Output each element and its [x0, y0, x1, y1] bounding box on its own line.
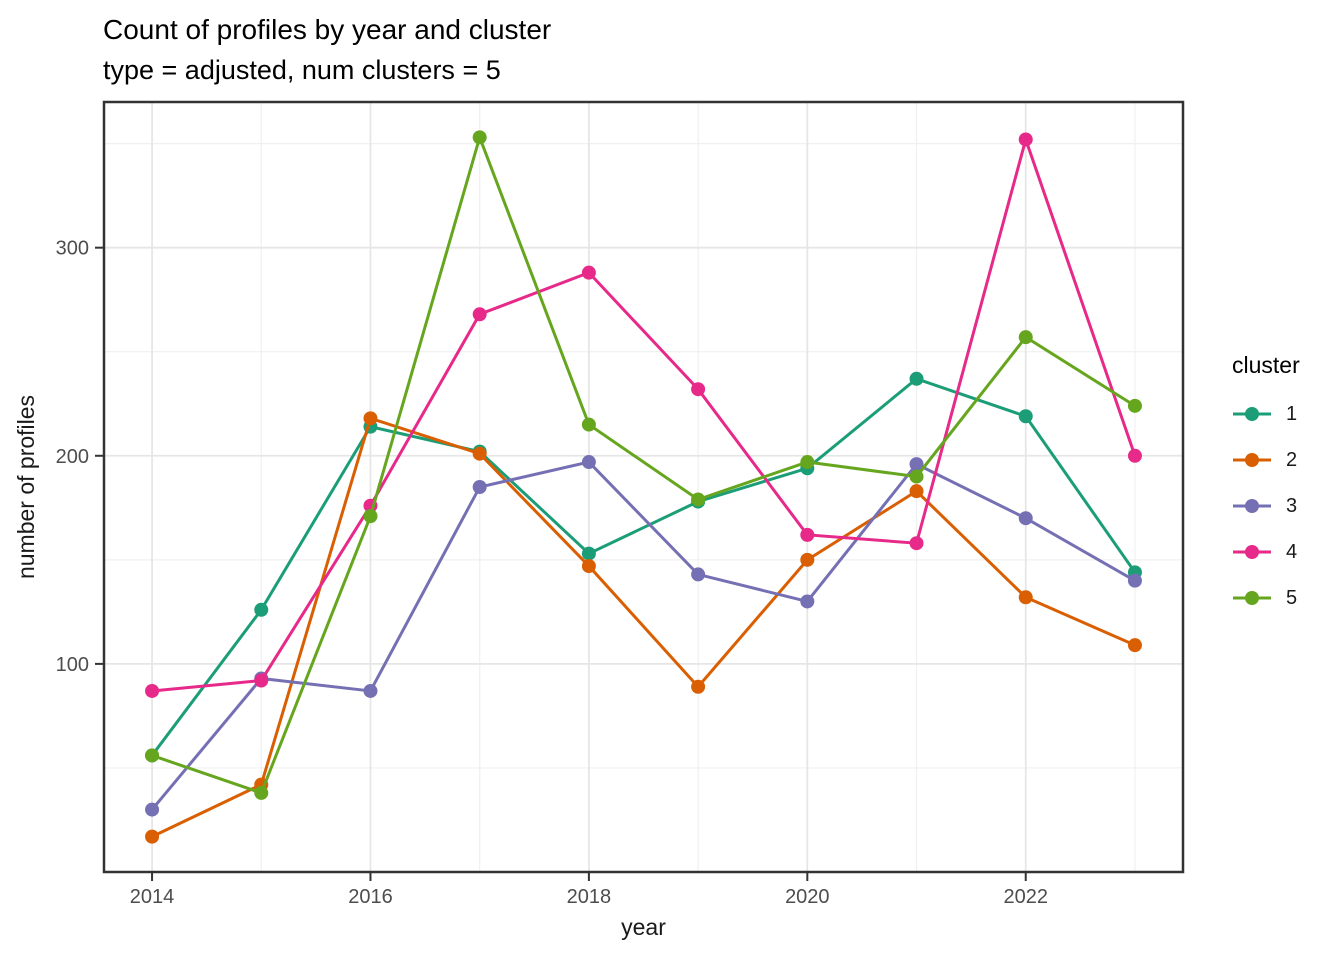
data-point-cluster-4 — [472, 307, 487, 322]
data-point-cluster-1 — [909, 371, 924, 386]
data-point-cluster-1 — [1018, 409, 1033, 424]
data-point-cluster-5 — [472, 130, 487, 145]
legend-item-label: 3 — [1286, 494, 1298, 517]
data-point-cluster-5 — [691, 492, 706, 507]
data-point-cluster-2 — [363, 411, 378, 426]
data-point-cluster-4 — [581, 265, 596, 280]
x-axis-title: year — [621, 914, 666, 940]
legend-item-label: 2 — [1286, 448, 1298, 471]
data-point-cluster-3 — [1127, 573, 1142, 588]
y-axis-title: number of profiles — [13, 394, 39, 580]
data-point-cluster-3 — [363, 683, 378, 698]
data-point-cluster-3 — [1018, 511, 1033, 526]
x-tick-label: 2020 — [785, 886, 830, 908]
data-point-cluster-2 — [472, 446, 487, 461]
data-point-cluster-2 — [691, 679, 706, 694]
data-point-cluster-2 — [1127, 638, 1142, 653]
chart-title: Count of profiles by year and cluster — [103, 14, 552, 45]
legend-title: cluster — [1232, 352, 1300, 378]
legend-item-cluster-5: 5 — [1232, 575, 1300, 621]
data-point-cluster-5 — [909, 469, 924, 484]
data-point-cluster-4 — [800, 527, 815, 542]
data-point-cluster-4 — [1018, 132, 1033, 147]
series-line-cluster-1 — [150, 377, 1137, 757]
x-tick-label: 2016 — [348, 886, 393, 908]
plot-panel — [104, 102, 1183, 872]
data-point-cluster-5 — [581, 417, 596, 432]
data-point-cluster-4 — [254, 673, 269, 688]
data-point-cluster-1 — [581, 546, 596, 561]
data-point-cluster-4 — [691, 382, 706, 397]
data-point-cluster-3 — [581, 455, 596, 470]
data-point-cluster-4 — [145, 683, 160, 698]
legend-key-glyph — [1233, 545, 1271, 559]
series-line-cluster-5 — [151, 132, 1136, 795]
data-point-cluster-5 — [800, 455, 815, 470]
data-point-cluster-5 — [1127, 398, 1142, 413]
data-point-cluster-1 — [254, 602, 269, 617]
series-line-cluster-2 — [151, 416, 1136, 838]
series-line-cluster-4 — [151, 134, 1137, 693]
data-point-cluster-5 — [1018, 330, 1033, 345]
x-tick-label: 2018 — [567, 886, 612, 908]
chart-subtitle: type = adjusted, num clusters = 5 — [103, 55, 501, 85]
data-point-cluster-3 — [691, 567, 706, 582]
data-point-cluster-3 — [472, 480, 487, 494]
legend-item-label: 1 — [1286, 402, 1298, 425]
legend-item-cluster-3: 3 — [1232, 483, 1300, 529]
legend-key-glyph — [1233, 407, 1271, 421]
legend-item-label: 4 — [1286, 540, 1298, 563]
legend-items: 1 2 3 4 5 — [1232, 391, 1300, 621]
data-point-cluster-5 — [254, 785, 269, 800]
panel-border — [102, 100, 1185, 874]
x-tick-label: 2014 — [130, 886, 175, 908]
data-point-cluster-4 — [909, 536, 924, 551]
data-point-cluster-2 — [909, 484, 924, 499]
legend-key-glyph — [1233, 591, 1271, 605]
data-point-cluster-2 — [145, 829, 160, 844]
legend-key-glyph — [1233, 453, 1271, 467]
data-point-cluster-5 — [145, 748, 160, 763]
data-point-cluster-3 — [145, 802, 160, 817]
y-tick-label: 300 — [56, 238, 89, 260]
y-tick-label: 200 — [56, 446, 89, 468]
series-line-cluster-3 — [150, 460, 1136, 811]
data-point-cluster-4 — [1127, 448, 1142, 463]
data-point-cluster-2 — [581, 559, 596, 574]
data-point-cluster-3 — [909, 457, 924, 472]
data-point-cluster-5 — [363, 509, 378, 524]
data-point-cluster-2 — [1018, 590, 1033, 605]
legend-item-cluster-2: 2 — [1232, 437, 1300, 483]
data-point-cluster-2 — [800, 552, 815, 567]
y-tick-label: 100 — [56, 654, 89, 676]
legend-item-cluster-4: 4 — [1232, 529, 1300, 575]
legend: cluster 1 2 3 4 5 — [1232, 352, 1300, 621]
legend-item-label: 5 — [1286, 586, 1298, 609]
legend-item-cluster-1: 1 — [1232, 391, 1300, 437]
x-tick-label: 2022 — [1003, 886, 1048, 908]
legend-key-glyph — [1233, 499, 1271, 513]
data-point-cluster-3 — [800, 594, 815, 609]
